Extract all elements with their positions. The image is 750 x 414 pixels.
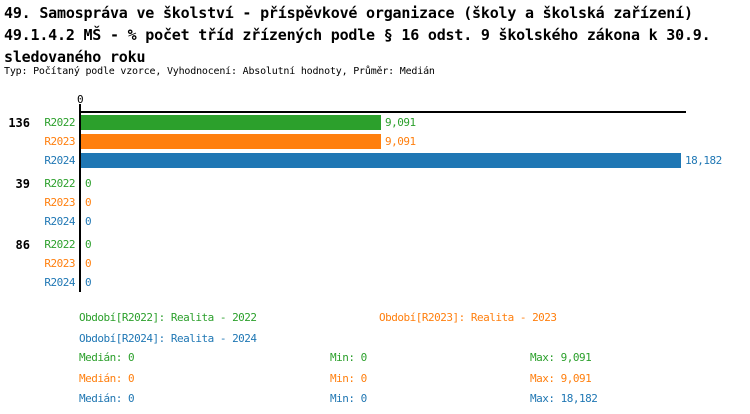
series-label: R2023 [44, 196, 75, 209]
stat-min: Min: 0 [330, 351, 367, 364]
bar-group: 39 R2022 0 R2023 0 R2024 0 [0, 174, 750, 231]
chart-meta-info: Typ: Počítaný podle vzorce, Vyhodnocení:… [4, 66, 435, 77]
series-label: R2022 [44, 177, 75, 190]
group-label: 86 [15, 237, 30, 252]
chart-legend: Období[R2022]: Realita - 2022 Období[R202… [79, 311, 719, 353]
bar-group: 86 R2022 0 R2023 0 R2024 0 [0, 235, 750, 292]
bar [81, 153, 681, 168]
value-label: 0 [85, 215, 92, 228]
bar-zone: 18,182 [81, 151, 722, 170]
bar-row: 136 R2022 9,091 [0, 113, 750, 132]
value-label: 0 [85, 196, 92, 209]
value-label: 0 [85, 238, 92, 251]
group-label: 39 [15, 176, 30, 191]
value-label: 0 [85, 276, 92, 289]
series-label: R2023 [44, 257, 75, 270]
series-label: R2024 [44, 154, 75, 167]
bar [81, 115, 381, 130]
stat-median: Medián: 0 [79, 371, 135, 385]
chart-title: 49. Samospráva ve školství - příspěvkové… [4, 2, 711, 68]
value-label: 0 [85, 177, 92, 190]
stat-max: Max: 18,182 [530, 392, 598, 405]
stat-median: Medián: 0 [79, 351, 135, 364]
bar-zone: 0 [81, 174, 92, 193]
bar-zone: 0 [81, 193, 92, 212]
bar-zone: 0 [81, 212, 92, 231]
series-label: R2022 [44, 238, 75, 251]
bar-zone: 9,091 [81, 132, 416, 151]
stat-max: Max: 9,091 [530, 351, 592, 364]
bar-row: R2023 0 [0, 254, 750, 273]
value-label: 9,091 [385, 135, 416, 148]
stat-max: Max: 9,091 [530, 371, 592, 385]
series-label: R2024 [44, 215, 75, 228]
bar-zone: 9,091 [81, 113, 416, 132]
bar-zone: 0 [81, 254, 92, 273]
series-label: R2024 [44, 276, 75, 289]
bar-row: R2023 9,091 [0, 132, 750, 151]
value-label: 9,091 [385, 116, 416, 129]
y-axis-line [79, 104, 81, 292]
value-label: 18,182 [685, 154, 722, 167]
bar-row: R2024 0 [0, 273, 750, 292]
legend-item: Období[R2024]: Realita - 2024 [79, 332, 257, 345]
series-label: R2022 [44, 116, 75, 129]
group-label: 136 [8, 115, 30, 130]
stat-min: Min: 0 [330, 392, 367, 405]
chart-title-line1: 49. Samospráva ve školství - příspěvkové… [4, 4, 693, 22]
x-axis-tick-zero: 0 [76, 93, 84, 106]
x-axis-top-line [79, 111, 686, 113]
bar-row: 86 R2022 0 [0, 235, 750, 254]
bar-row: 39 R2022 0 [0, 174, 750, 193]
bar-zone: 0 [81, 235, 92, 254]
bar-group: 136 R2022 9,091 R2023 9,091 R2024 18,182 [0, 113, 750, 170]
chart-rows: 136 R2022 9,091 R2023 9,091 R2024 18,182 39 R202… [0, 113, 750, 296]
bar-row: R2024 18,182 [0, 151, 750, 170]
chart-title-line2: 49.1.4.2 MŠ - % počet tříd zřízených pod… [4, 26, 711, 44]
chart-title-line3: sledovaného roku [4, 48, 146, 66]
bar [81, 134, 381, 149]
bar-row: R2024 0 [0, 212, 750, 231]
series-label: R2023 [44, 135, 75, 148]
bar-row: R2023 0 [0, 193, 750, 212]
stat-median: Medián: 0 [79, 392, 135, 405]
value-label: 0 [85, 257, 92, 270]
chart-stats: Medián: 0 Min: 0 Max: 9,091 Medián: 0 Min: 0… [79, 351, 739, 413]
bar-zone: 0 [81, 273, 92, 292]
legend-item: Období[R2023]: Realita - 2023 [379, 311, 557, 324]
stat-min: Min: 0 [330, 371, 367, 385]
legend-item: Období[R2022]: Realita - 2022 [79, 311, 257, 324]
